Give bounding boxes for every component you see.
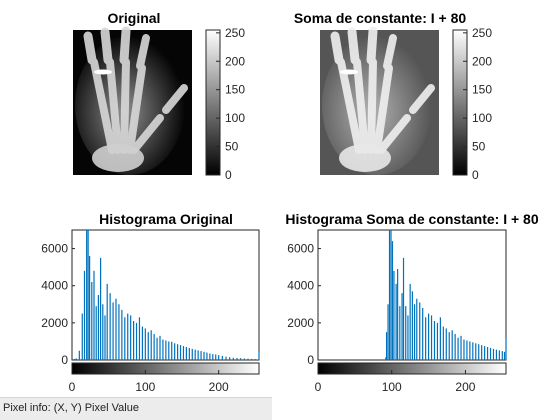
- histogram-original-ytick-label: 2000: [41, 316, 68, 330]
- histogram-adjusted[interactable]: 0 2000 4000 6000 0 100 200: [287, 229, 507, 394]
- xray-image-adjusted[interactable]: [320, 26, 439, 175]
- colorbar-adjusted-tick-label: 150: [472, 83, 492, 97]
- histogram-adjusted-ytick-label: 6000: [287, 242, 314, 256]
- colorbar-adjusted-tick-label: 100: [472, 111, 492, 125]
- colorbar-original-tick-label: 200: [225, 54, 245, 68]
- colorbar-adjusted-tick-label: 0: [472, 168, 479, 182]
- colorbar-original-tick-label: 100: [225, 111, 245, 125]
- histogram-original-xtick-label: 100: [135, 380, 155, 394]
- histogram-adjusted-ytick-label: 4000: [287, 279, 314, 293]
- colorbar-original-tick-label: 250: [225, 26, 245, 40]
- histogram-adjusted-ytick-label: 0: [307, 353, 314, 367]
- colorbar-original: 250 200 150 100 50 0: [205, 26, 245, 182]
- title-hist-adjusted: Histograma Soma de constante: I + 80: [285, 211, 538, 227]
- histogram-adjusted-xtick-label: 0: [315, 380, 322, 394]
- pixel-info-label: Pixel info: (X, Y) Pixel Value: [3, 402, 139, 414]
- histogram-original-ytick-label: 0: [61, 353, 68, 367]
- colorbar-original-tick-label: 50: [225, 140, 239, 154]
- colorbar-adjusted: 250 200 150 100 50 0: [452, 26, 492, 182]
- histogram-adjusted-xtick-label: 100: [382, 380, 402, 394]
- colorbar-original-tick-label: 0: [225, 168, 232, 182]
- histogram-original-xtick-label: 0: [69, 380, 76, 394]
- pixel-info-bar: Pixel info: (X, Y) Pixel Value: [0, 397, 272, 420]
- colorbar-adjusted-tick-label: 200: [472, 54, 492, 68]
- colorbar-adjusted-tick-label: 250: [472, 26, 492, 40]
- histogram-original-gray-strip: [71, 362, 260, 375]
- title-original: Original: [108, 10, 161, 26]
- histogram-original[interactable]: 0 2000 4000 6000 0 100 200: [41, 229, 260, 394]
- histogram-original-ytick-label: 4000: [41, 279, 68, 293]
- title-adjusted: Soma de constante: I + 80: [294, 10, 467, 26]
- colorbar-adjusted-tick-label: 50: [472, 140, 486, 154]
- xray-image-original[interactable]: [73, 26, 192, 175]
- histogram-adjusted-xtick-label: 200: [455, 380, 475, 394]
- histogram-adjusted-gray-strip: [317, 362, 507, 375]
- histogram-adjusted-ytick-label: 2000: [287, 316, 314, 330]
- colorbar-original-tick-label: 150: [225, 83, 245, 97]
- histogram-original-ytick-label: 6000: [41, 242, 68, 256]
- histogram-original-xtick-label: 200: [209, 380, 229, 394]
- title-hist-original: Histograma Original: [99, 211, 233, 227]
